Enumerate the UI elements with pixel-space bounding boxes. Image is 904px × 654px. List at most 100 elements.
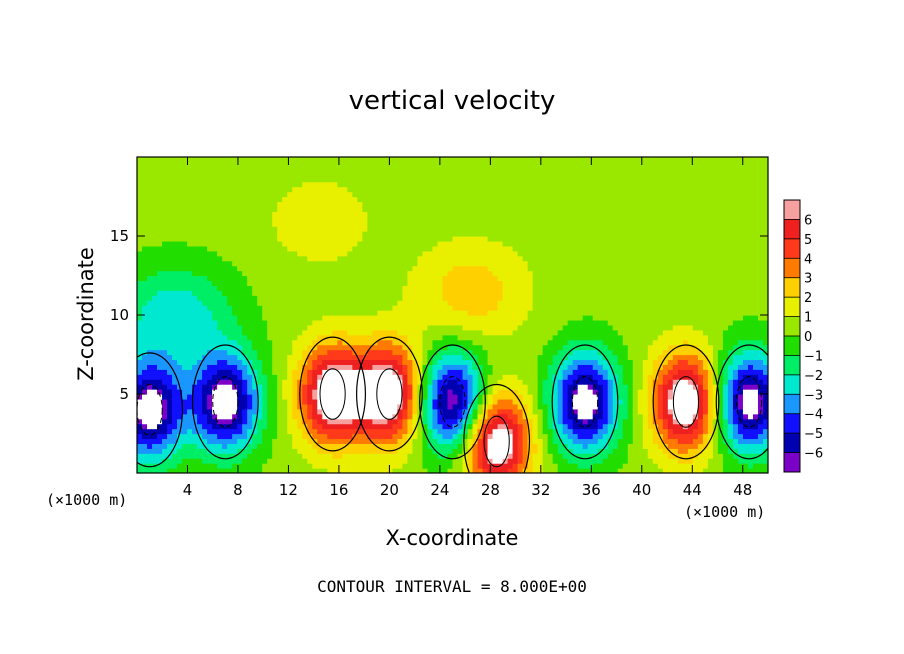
field-cell (417, 206, 424, 212)
field-cell (457, 211, 464, 217)
field-cell (257, 398, 263, 405)
field-cell (437, 236, 444, 242)
field-cell (387, 389, 394, 395)
field-cell (502, 403, 509, 410)
field-cell (472, 196, 479, 203)
field-cell (522, 394, 529, 400)
field-cell (222, 339, 228, 346)
field-cell (137, 379, 143, 385)
field-cell (412, 359, 419, 365)
field-cell (167, 265, 173, 272)
field-cell (187, 245, 193, 252)
field-cell (437, 389, 444, 395)
field-cell (342, 196, 348, 203)
field-cell (237, 166, 243, 173)
field-cell (432, 339, 439, 346)
field-cell (492, 231, 499, 237)
field-cell (207, 166, 213, 173)
field-cell (357, 374, 363, 380)
field-cell (437, 181, 444, 188)
field-cell (387, 315, 394, 321)
field-cell (442, 418, 449, 425)
field-cell (522, 216, 529, 222)
field-cell (272, 270, 278, 277)
field-cell (352, 206, 358, 212)
field-cell (517, 403, 524, 410)
field-cell (222, 398, 228, 405)
field-cell (337, 329, 343, 336)
field-cell (152, 413, 158, 420)
field-cell (482, 413, 489, 420)
field-cell (277, 310, 283, 316)
field-cell (482, 364, 489, 370)
field-cell (417, 201, 424, 207)
field-cell (512, 413, 519, 420)
field-cell (467, 176, 474, 183)
field-cell (207, 438, 213, 444)
field-cell (517, 438, 524, 444)
field-cell (277, 226, 283, 232)
field-cell (337, 231, 343, 237)
field-cell (227, 359, 233, 365)
field-cell (392, 443, 399, 449)
field-cell (202, 359, 208, 365)
field-cell (162, 379, 168, 385)
field-cell (182, 384, 188, 390)
field-cell (367, 448, 373, 454)
field-cell (397, 196, 404, 203)
field-cell (257, 245, 263, 252)
field-cell (452, 374, 459, 380)
field-cell (282, 310, 288, 316)
field-cell (302, 280, 308, 286)
field-cell (347, 369, 353, 375)
field-cell (442, 255, 449, 262)
field-cell (487, 255, 494, 262)
field-cell (482, 221, 489, 227)
field-cell (472, 216, 479, 222)
field-cell (137, 310, 143, 316)
field-cell (177, 186, 183, 193)
field-cell (407, 319, 414, 326)
field-cell (182, 290, 188, 296)
field-cell (427, 453, 434, 459)
field-cell (252, 413, 258, 420)
field-cell (462, 186, 469, 193)
field-cell (377, 270, 383, 277)
field-cell (202, 448, 208, 454)
field-cell (142, 428, 148, 435)
field-cell (442, 319, 449, 326)
field-cell (137, 245, 143, 252)
field-cell (272, 394, 278, 400)
field-cell (342, 418, 348, 425)
field-cell (227, 245, 233, 252)
field-cell (367, 206, 373, 212)
field-cell (412, 319, 419, 326)
field-cell (472, 389, 479, 395)
field-cell (412, 468, 419, 473)
field-cell (277, 260, 283, 267)
field-cell (277, 275, 283, 282)
field-cell (352, 384, 358, 390)
field-cell (392, 379, 399, 385)
field-cell (207, 300, 213, 306)
field-cell (142, 453, 148, 459)
field-cell (457, 300, 464, 306)
field-cell (427, 196, 434, 203)
field-cell (142, 438, 148, 444)
field-cell (367, 389, 373, 395)
field-cell (367, 359, 373, 365)
field-cell (272, 191, 278, 198)
field-cell (407, 255, 414, 262)
field-cell (452, 236, 459, 242)
field-cell (442, 176, 449, 183)
field-cell (322, 443, 328, 449)
field-cell (362, 216, 368, 222)
field-cell (162, 448, 168, 454)
field-cell (417, 295, 424, 301)
field-cell (472, 166, 479, 173)
field-cell (477, 339, 484, 346)
field-cell (202, 290, 208, 296)
field-cell (507, 319, 514, 326)
field-cell (452, 255, 459, 262)
field-cell (502, 221, 509, 227)
